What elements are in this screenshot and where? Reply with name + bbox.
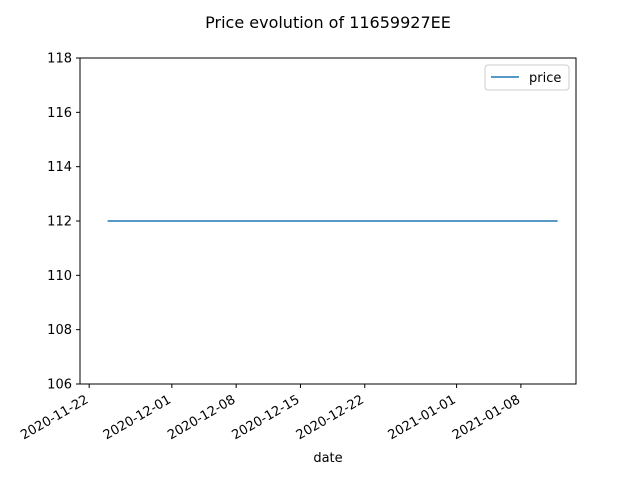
y-tick-label: 106 <box>47 378 72 393</box>
x-tick-label: 2021-01-08 <box>450 392 523 443</box>
chart-title: Price evolution of 11659927EE <box>205 13 451 32</box>
y-axis: 106 108 110 112 114 116 118 <box>47 52 80 393</box>
x-axis-label: date <box>313 451 342 466</box>
y-tick-label: 118 <box>47 52 72 67</box>
legend: price <box>484 64 570 91</box>
y-tick-label: 110 <box>47 269 72 284</box>
y-tick-label: 114 <box>47 160 72 175</box>
x-tick-label: 2020-12-22 <box>294 392 367 443</box>
x-tick-label: 2020-12-08 <box>165 392 238 443</box>
x-tick-label: 2020-11-22 <box>18 392 91 443</box>
legend-label-price: price <box>529 71 561 86</box>
y-tick-label: 108 <box>47 323 72 338</box>
x-tick-label: 2020-12-15 <box>230 392 303 443</box>
x-axis: 2020-11-22 2020-12-012020-12-082020-12-15… <box>18 384 523 443</box>
x-tick-label: 2021-01-01 <box>386 392 459 443</box>
y-tick-label: 112 <box>47 215 72 230</box>
x-tick-label: 2020-12-01 <box>101 392 174 443</box>
y-tick-label: 116 <box>47 106 72 121</box>
legend-box <box>484 64 570 91</box>
